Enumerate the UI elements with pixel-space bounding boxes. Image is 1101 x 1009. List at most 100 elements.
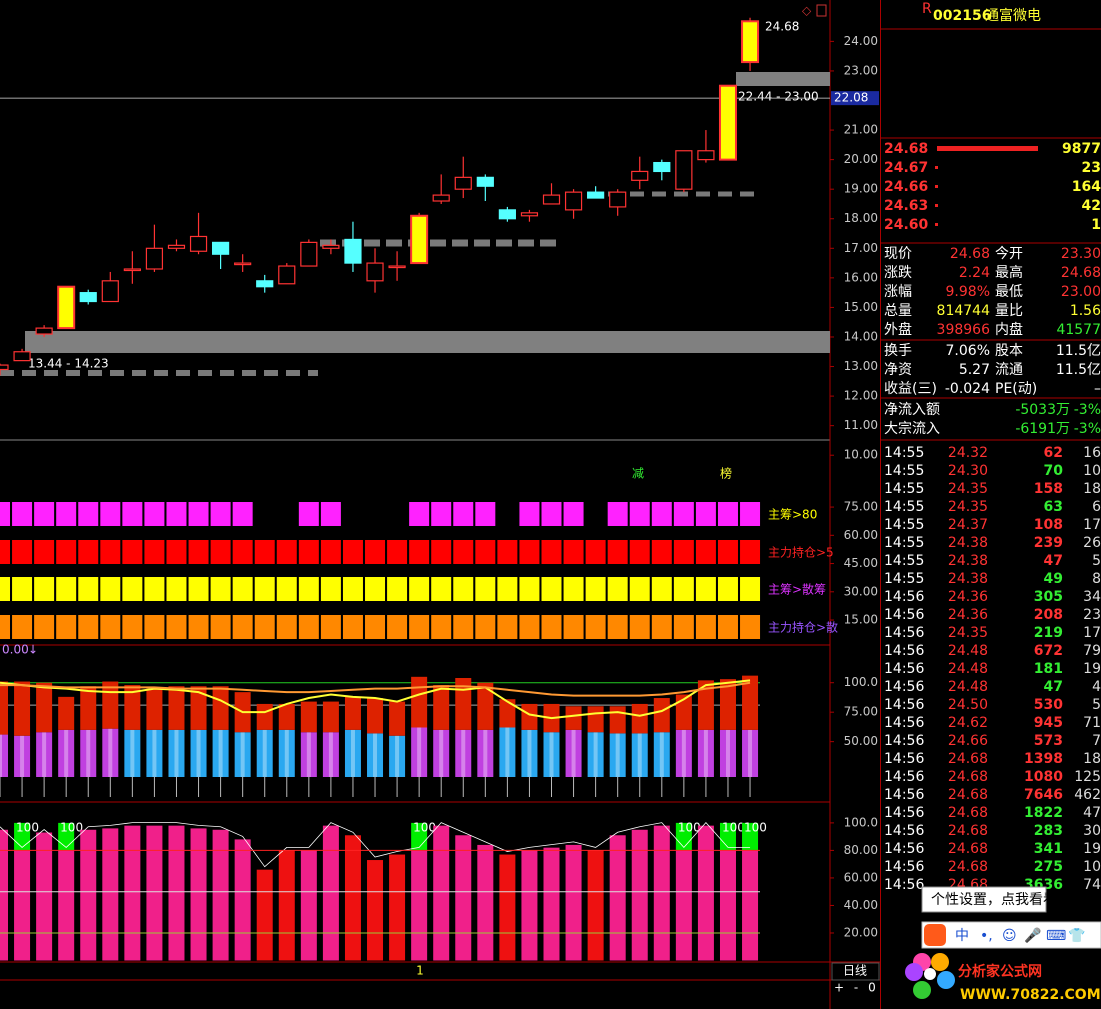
zoom-button[interactable]: 0	[868, 981, 876, 995]
signal-flag	[585, 540, 606, 564]
trade-price: 24.32	[948, 445, 988, 461]
signal-flag	[144, 502, 165, 526]
book-price: 24.60	[884, 217, 929, 233]
y-tick-label: 75.00	[844, 705, 878, 719]
signal-flag	[431, 577, 452, 601]
signal-flag	[409, 577, 430, 601]
ime-icon[interactable]: ⌨	[1046, 928, 1066, 944]
bar-cap	[411, 822, 428, 851]
tooltip-box[interactable]	[921, 886, 1047, 913]
trade-price: 24.68	[948, 769, 988, 785]
trade-price: 24.68	[948, 751, 988, 767]
trade-volume: 945	[1034, 715, 1063, 731]
watermark-url: WWW.70822.COM	[960, 987, 1101, 1003]
bar	[278, 850, 295, 961]
cap-label: 100	[16, 820, 39, 834]
range-label: 22.44 - 23.00	[738, 90, 819, 104]
trade-count: 79	[1083, 643, 1101, 659]
bar-cap	[212, 686, 229, 730]
signal-flag	[166, 540, 187, 564]
ime-icon[interactable]: 👕	[1068, 928, 1085, 944]
stat-label: 今开	[995, 246, 1023, 262]
candle-body	[13, 351, 31, 362]
stat-value: 23.30	[1061, 246, 1101, 262]
bar-cap	[80, 686, 97, 730]
zoom-button[interactable]: +	[834, 981, 844, 995]
y-tick-label: 10.00	[844, 448, 878, 462]
ime-icon[interactable]: 🎤	[1024, 926, 1042, 944]
signal-flag	[0, 577, 10, 601]
bar-cap	[300, 701, 317, 733]
signal-flag	[607, 577, 628, 601]
candle-body	[0, 364, 9, 371]
period-label[interactable]: 日线	[843, 964, 867, 978]
candle-body	[520, 212, 539, 217]
stat-value: 9.98%	[946, 284, 990, 300]
signal-flag	[453, 615, 474, 639]
trade-volume: 1080	[1024, 769, 1063, 785]
candle-body	[542, 194, 561, 205]
signal-flag	[0, 540, 10, 564]
y-tick-label: 20.00	[844, 925, 878, 939]
trade-volume: 47	[1044, 553, 1063, 569]
candle-body	[123, 268, 141, 272]
ime-icon[interactable]: ☺	[1002, 928, 1017, 944]
trade-volume: 530	[1034, 697, 1063, 713]
candle-body	[366, 262, 384, 282]
level-zone	[25, 331, 830, 353]
bar-highlight	[703, 729, 708, 777]
bar-highlight	[108, 728, 113, 777]
book-price: 24.66	[884, 179, 928, 195]
signal-flag	[695, 502, 716, 526]
trade-count: 18	[1083, 481, 1101, 497]
bar-highlight	[417, 727, 422, 777]
period-tab[interactable]	[831, 962, 880, 981]
bar	[477, 844, 494, 961]
cap-label: 100	[722, 820, 745, 834]
y-tick-label: 17.00	[844, 241, 878, 255]
candle-body	[675, 150, 693, 190]
window-icon[interactable]	[816, 4, 827, 17]
stat-label: 最低	[995, 284, 1023, 300]
watermark-petal	[931, 953, 949, 971]
signal-flag	[210, 502, 231, 526]
bar	[36, 832, 53, 961]
bar-cap	[719, 679, 736, 730]
y-tick-label: 15.00	[844, 300, 878, 314]
signal-flag	[475, 615, 496, 639]
bar	[565, 729, 582, 777]
bar	[389, 854, 406, 961]
candle-body	[57, 285, 76, 330]
signal-flag	[541, 615, 562, 639]
bar	[411, 850, 428, 961]
stat-value: -0.024	[945, 381, 990, 397]
y-tick-label: 75.00	[844, 500, 878, 514]
y-tick-label: 24.00	[844, 34, 878, 48]
bar-highlight	[130, 729, 135, 777]
trade-volume: 208	[1034, 607, 1063, 623]
ime-icon[interactable]: •,	[980, 928, 993, 944]
signal-flag	[34, 615, 55, 639]
window-icon[interactable]: ◇	[802, 4, 812, 18]
signal-flag	[475, 540, 496, 564]
book-volume: 42	[1082, 198, 1101, 214]
bar	[14, 735, 31, 777]
zoom-button[interactable]: -	[854, 981, 858, 995]
signal-flag	[166, 502, 187, 526]
ime-mode[interactable]: 中	[955, 928, 969, 944]
signal-flag	[78, 577, 99, 601]
signal-flag	[188, 502, 209, 526]
signal-flag	[497, 615, 518, 639]
signal-flag	[585, 615, 606, 639]
tooltip-text[interactable]: 个性设置，点我看看	[931, 892, 1057, 908]
signal-flag	[188, 615, 209, 639]
signal-flag	[453, 502, 474, 526]
signal-flag	[34, 577, 55, 601]
trade-volume: 1398	[1024, 751, 1063, 767]
signal-flag	[276, 577, 297, 601]
trade-time: 14:55	[884, 499, 924, 515]
bar-cap	[521, 703, 538, 730]
bar-highlight	[240, 732, 245, 777]
bar-cap	[433, 685, 450, 730]
trade-count: 71	[1083, 715, 1101, 731]
